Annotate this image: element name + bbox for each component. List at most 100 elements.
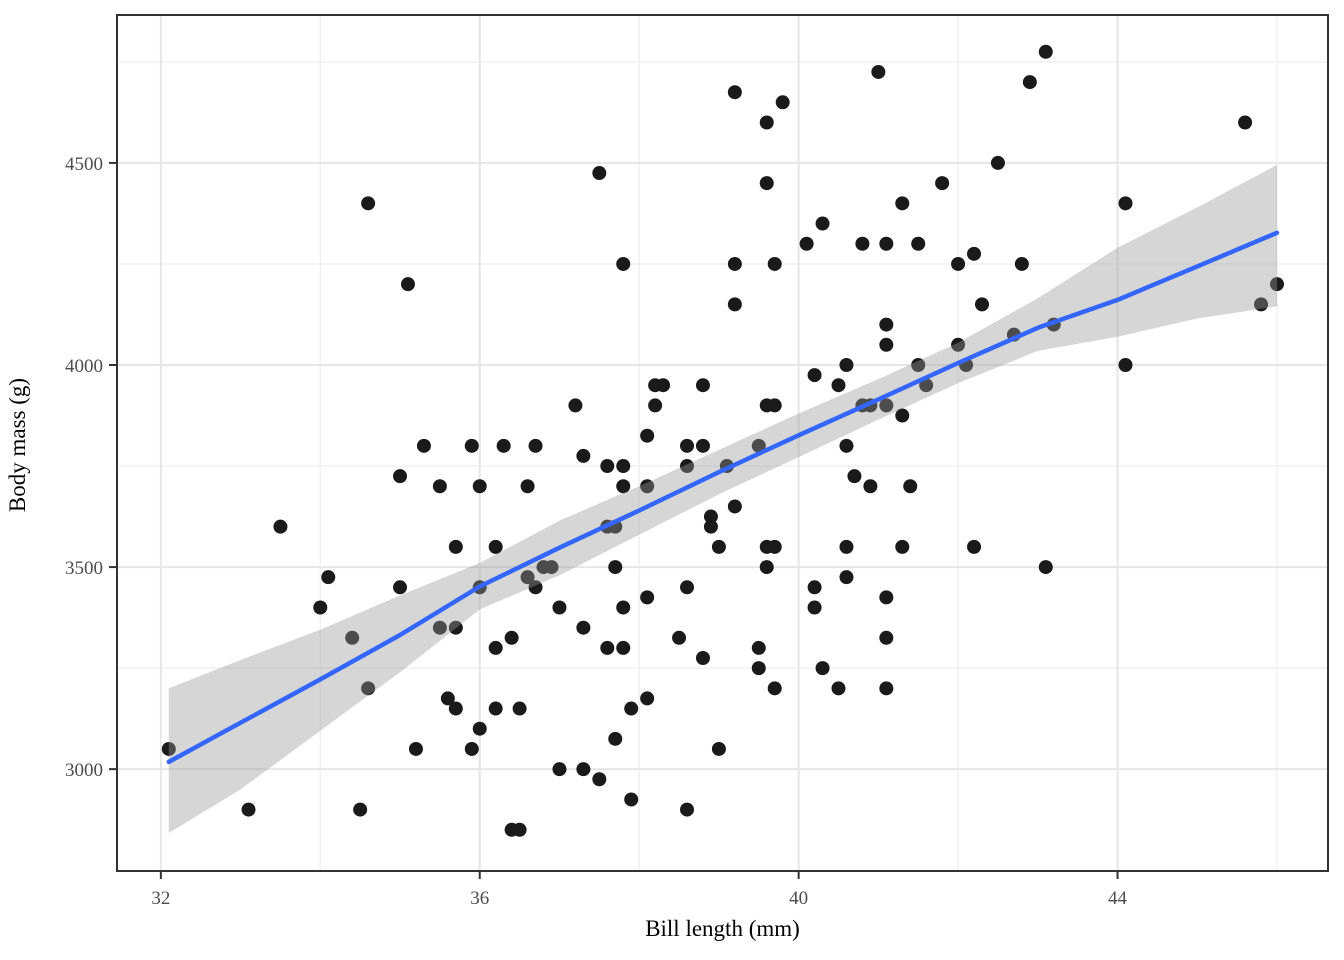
- data-point: [321, 570, 336, 585]
- data-point: [1014, 256, 1029, 271]
- data-point: [1038, 44, 1053, 59]
- data-point: [432, 620, 447, 635]
- data-point: [1269, 277, 1284, 292]
- data-point: [448, 701, 463, 716]
- x-tick-label: 40: [789, 888, 808, 909]
- data-point: [903, 479, 918, 494]
- data-point: [488, 701, 503, 716]
- data-point: [727, 499, 742, 514]
- data-point: [879, 681, 894, 696]
- data-point: [895, 539, 910, 554]
- y-tick-label: 4500: [65, 154, 103, 175]
- data-point: [815, 216, 830, 231]
- data-point: [975, 297, 989, 312]
- data-point: [600, 459, 615, 474]
- data-point: [839, 539, 854, 554]
- data-point: [807, 600, 822, 615]
- data-point: [568, 398, 583, 413]
- data-point: [528, 580, 543, 595]
- data-point: [640, 479, 655, 494]
- data-point: [831, 378, 846, 393]
- data-point: [616, 479, 631, 494]
- data-point: [815, 661, 830, 676]
- data-point: [345, 630, 360, 645]
- data-point: [1118, 196, 1133, 211]
- data-point: [879, 630, 894, 645]
- data-point: [448, 539, 463, 554]
- data-point: [432, 479, 447, 494]
- smooth-line: [166, 230, 1280, 765]
- data-point: [448, 620, 463, 635]
- data-point: [361, 196, 376, 211]
- data-point: [839, 570, 854, 585]
- data-point: [935, 176, 950, 191]
- data-point: [273, 519, 288, 534]
- confidence-ribbon: [168, 164, 1277, 833]
- data-point: [1118, 357, 1133, 372]
- data-point: [672, 630, 687, 645]
- data-point: [472, 479, 487, 494]
- data-point: [871, 64, 886, 79]
- data-point: [767, 681, 782, 696]
- data-point: [416, 438, 431, 453]
- data-point: [751, 640, 766, 655]
- data-point: [393, 580, 408, 595]
- data-point: [520, 479, 535, 494]
- data-point: [895, 408, 910, 423]
- data-point: [951, 337, 966, 352]
- data-point: [680, 580, 695, 595]
- data-point: [703, 509, 718, 524]
- data-point: [520, 570, 535, 585]
- data-point: [1254, 297, 1269, 312]
- data-point: [576, 762, 591, 777]
- data-point: [496, 438, 511, 453]
- data-point: [241, 802, 256, 817]
- y-axis-title: Body mass (g): [5, 377, 30, 513]
- data-point: [911, 236, 926, 251]
- data-point: [759, 176, 774, 191]
- data-point: [751, 438, 766, 453]
- data-point: [751, 661, 766, 676]
- panel-border: [116, 14, 1329, 872]
- data-point: [640, 428, 655, 443]
- y-tick-label: 3000: [65, 760, 103, 781]
- data-point: [767, 256, 782, 271]
- data-point: [464, 741, 479, 756]
- x-tick-label: 32: [151, 888, 170, 909]
- data-point: [624, 701, 639, 716]
- data-point: [879, 317, 894, 332]
- data-point: [727, 297, 742, 312]
- data-point: [839, 357, 854, 372]
- data-point: [1022, 75, 1037, 90]
- data-point: [863, 479, 878, 494]
- data-point: [616, 256, 631, 271]
- data-point: [488, 539, 503, 554]
- data-point: [879, 398, 894, 413]
- x-axis-title: Bill length (mm): [645, 916, 800, 941]
- data-point: [528, 438, 543, 453]
- data-point: [472, 721, 487, 736]
- y-tick-label: 3500: [65, 558, 103, 579]
- data-point: [624, 792, 639, 807]
- x-tick-label: 36: [470, 888, 489, 909]
- data-point: [680, 459, 695, 474]
- data-point: [919, 378, 934, 393]
- data-point: [911, 357, 926, 372]
- data-point: [680, 438, 695, 453]
- data-point: [703, 519, 718, 534]
- data-point: [727, 85, 742, 100]
- data-point: [759, 115, 774, 130]
- data-point: [616, 640, 631, 655]
- data-point: [640, 590, 655, 605]
- data-point: [536, 560, 551, 575]
- data-point: [576, 620, 591, 635]
- data-point: [879, 590, 894, 605]
- data-point: [313, 600, 328, 615]
- data-point: [1238, 115, 1253, 130]
- data-point: [361, 681, 376, 696]
- data-point: [592, 166, 607, 181]
- data-point: [967, 246, 982, 261]
- y-tick-label: 4000: [65, 356, 103, 377]
- data-point: [608, 731, 623, 746]
